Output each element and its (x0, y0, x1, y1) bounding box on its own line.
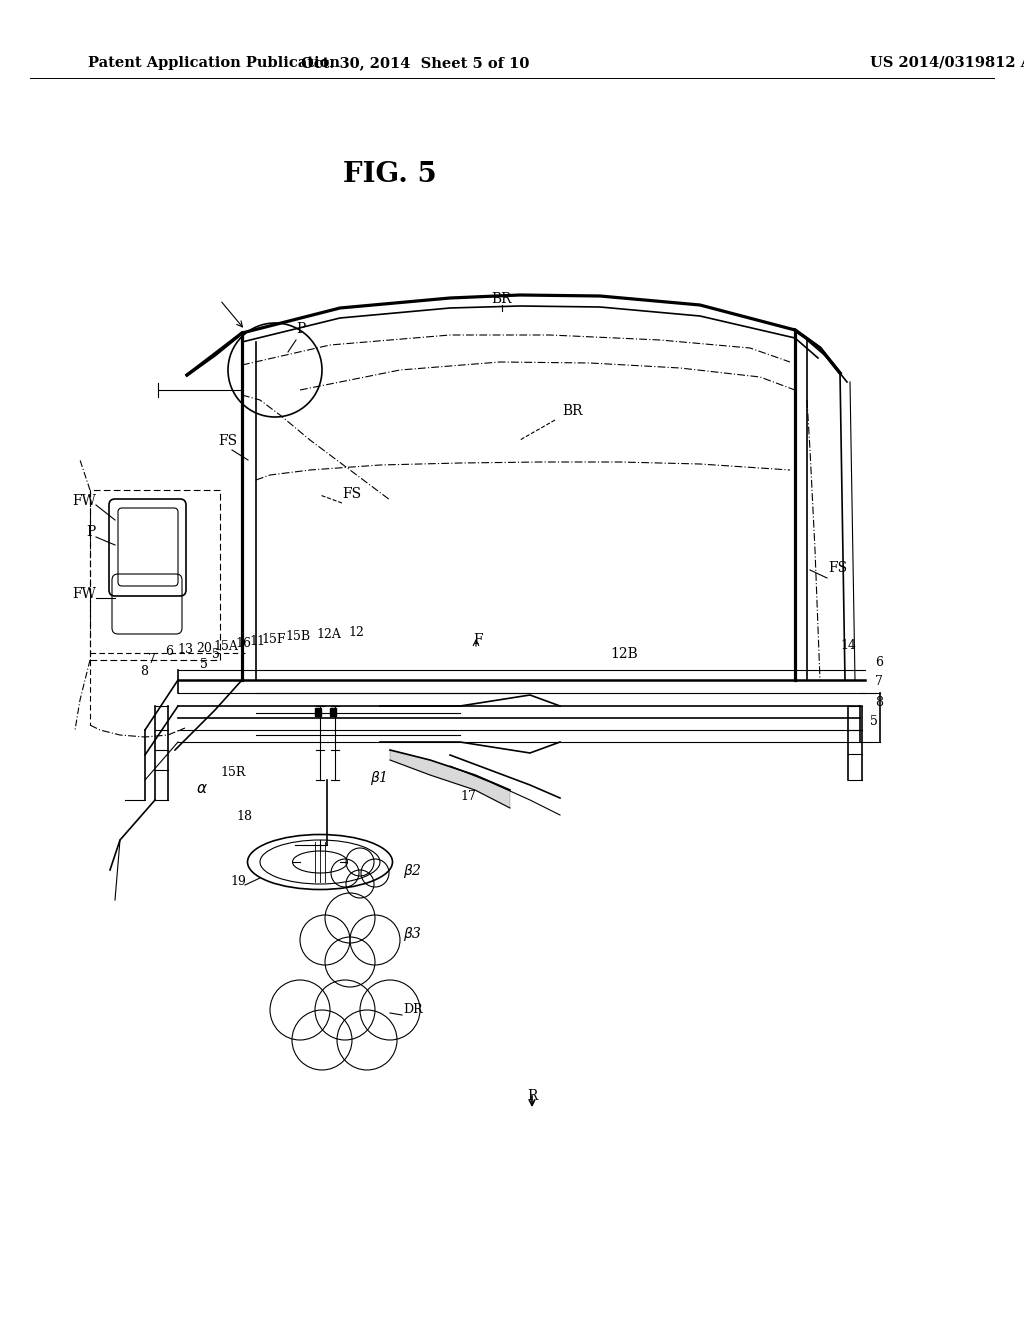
Text: P: P (87, 525, 96, 539)
Text: 15B: 15B (285, 630, 310, 643)
Text: 17: 17 (460, 789, 476, 803)
Bar (315, 708, 321, 715)
Text: 13: 13 (177, 643, 193, 656)
Text: FS: FS (828, 561, 847, 576)
Text: 18: 18 (236, 810, 252, 822)
Text: P: P (296, 322, 305, 337)
Text: F: F (473, 634, 482, 647)
Text: $\beta$1: $\beta$1 (370, 770, 387, 787)
Text: $\alpha$: $\alpha$ (196, 781, 208, 796)
Text: 5: 5 (200, 657, 208, 671)
Text: 5: 5 (870, 715, 878, 729)
Text: 12B: 12B (610, 647, 638, 661)
Text: Oct. 30, 2014  Sheet 5 of 10: Oct. 30, 2014 Sheet 5 of 10 (301, 55, 529, 70)
Text: $\beta$3: $\beta$3 (403, 925, 422, 942)
Text: 15R: 15R (220, 766, 246, 779)
Text: DR: DR (403, 1003, 423, 1016)
Text: 12: 12 (348, 626, 364, 639)
Text: 15F: 15F (261, 634, 286, 645)
Text: 16: 16 (234, 638, 251, 649)
Bar (330, 708, 336, 715)
Text: 15A: 15A (213, 640, 238, 653)
Text: 7: 7 (874, 675, 883, 688)
Text: FW: FW (72, 494, 96, 508)
Text: 6: 6 (874, 656, 883, 669)
Text: FS: FS (342, 487, 361, 502)
Text: Patent Application Publication: Patent Application Publication (88, 55, 340, 70)
Text: 12A: 12A (316, 628, 341, 642)
Text: 11: 11 (249, 635, 265, 648)
Text: $\beta$2: $\beta$2 (403, 862, 422, 880)
Text: BR: BR (492, 292, 512, 306)
Text: 6: 6 (165, 645, 173, 657)
Text: FIG. 5: FIG. 5 (343, 161, 437, 189)
Text: 20: 20 (196, 642, 212, 655)
Text: US 2014/0319812 A1: US 2014/0319812 A1 (870, 55, 1024, 70)
Text: 8: 8 (140, 665, 148, 678)
Polygon shape (390, 750, 510, 808)
Text: 7: 7 (148, 653, 156, 667)
Text: FS: FS (218, 434, 238, 447)
Text: BR: BR (562, 404, 583, 418)
Text: 19: 19 (230, 875, 246, 888)
Text: 8: 8 (874, 696, 883, 709)
Text: R: R (526, 1089, 538, 1104)
Text: 5: 5 (212, 648, 220, 661)
Text: FW: FW (72, 587, 96, 601)
Text: 14: 14 (840, 639, 856, 652)
